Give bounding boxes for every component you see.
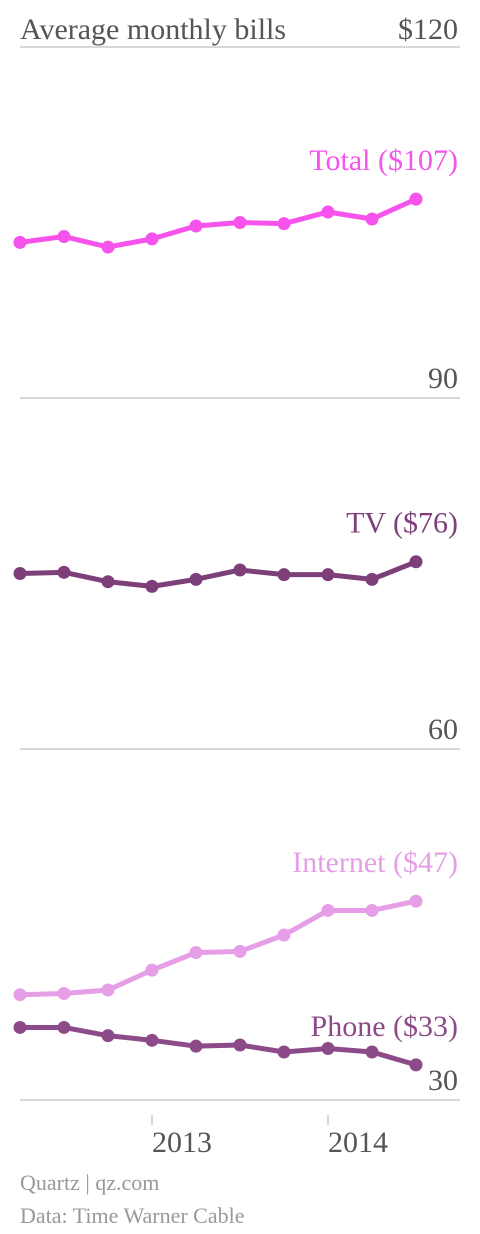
data-point [57,1020,71,1034]
data-point [409,192,423,206]
data-point [189,572,203,586]
data-point [101,1029,115,1043]
data-point [365,212,379,226]
data-point [145,579,159,593]
data-point [189,219,203,233]
source: Quartz | qz.com [20,1170,159,1195]
data-point [145,963,159,977]
data-point [233,944,247,958]
y-tick-label: $120 [398,13,458,46]
data-point [233,1038,247,1052]
data-point [409,555,423,569]
series-label: Internet ($47) [292,846,458,879]
data-point [101,983,115,997]
series-line [20,1024,417,1068]
data-point [101,575,115,589]
data-point [321,1042,335,1056]
data-point [145,1033,159,1047]
source: Data: Time Warner Cable [20,1203,245,1228]
series-label: TV ($76) [346,507,458,540]
data-point [13,988,27,1002]
data-point [409,1058,423,1072]
data-point [277,217,291,231]
data-point [321,205,335,219]
y-tick-label: 90 [428,362,458,395]
data-point [277,928,291,942]
data-point [13,1020,27,1034]
y-tick-label: 60 [428,713,458,746]
series-label: Total ($107) [309,144,458,177]
y-tick-label: 30 [428,1064,458,1097]
data-point [321,568,335,582]
data-point [145,232,159,246]
data-point [409,894,423,908]
data-point [233,563,247,577]
data-point [321,903,335,917]
series-line [19,559,417,589]
data-point [189,1039,203,1053]
x-tick-label: 2014 [328,1126,388,1159]
data-point [57,565,71,579]
series-label: Phone ($33) [311,1010,458,1043]
data-point [189,946,203,960]
x-tick-label: 2013 [152,1126,212,1159]
data-point [365,1045,379,1059]
data-point [233,216,247,229]
chart-title: Average monthly bills [20,13,286,46]
data-point [13,567,27,580]
data-point [57,230,71,244]
data-point [101,240,115,254]
data-point [365,572,379,586]
series-line [19,898,417,998]
series-line [19,196,418,250]
data-point [13,235,27,249]
data-point [57,987,71,1001]
data-point [365,903,379,917]
data-point [277,1045,291,1059]
data-point [277,568,291,582]
